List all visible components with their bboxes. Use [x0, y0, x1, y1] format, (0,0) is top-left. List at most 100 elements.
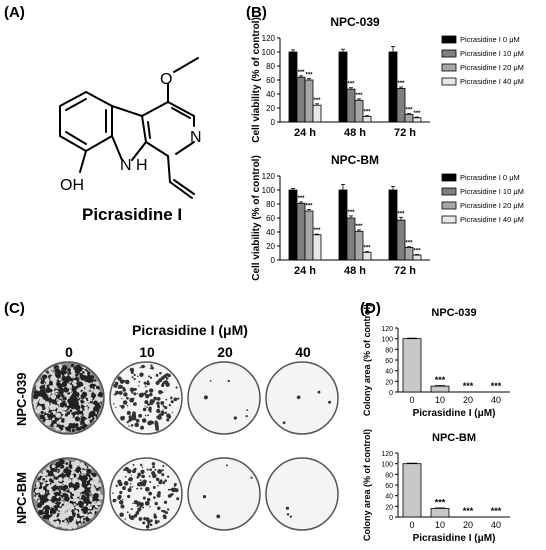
colony-dot	[49, 514, 52, 518]
colony-dot	[118, 384, 120, 387]
colony-dot	[74, 404, 81, 411]
colony-dot	[34, 488, 40, 494]
colony-dot	[90, 487, 96, 493]
colony-dot	[161, 469, 164, 472]
colony-dot	[117, 376, 122, 381]
colony-dot	[69, 500, 73, 504]
colony-dot	[160, 509, 164, 512]
colony-dot	[61, 410, 66, 415]
panel-label-a: (A)	[4, 4, 25, 21]
legend-swatch	[441, 215, 457, 224]
colony-dot	[146, 468, 149, 471]
colony-dot	[68, 478, 72, 483]
colony-dot	[147, 414, 149, 417]
colony-dot	[79, 476, 83, 480]
colony-dot	[158, 390, 163, 395]
colony-dot	[156, 401, 160, 406]
colony-dot	[87, 372, 91, 376]
colony-dot	[170, 396, 173, 400]
colony-dot	[47, 494, 53, 500]
colony-dot	[144, 385, 147, 388]
colony-dot	[117, 479, 122, 484]
colony-dot	[86, 492, 90, 496]
colony-dot	[82, 381, 86, 385]
colony-dot	[142, 479, 147, 484]
colony-dot	[80, 393, 86, 400]
bar	[402, 463, 422, 518]
colony-dot	[149, 403, 151, 406]
colony-dot	[93, 478, 97, 482]
colony-dot	[130, 508, 133, 511]
colony-dot	[133, 392, 137, 396]
colony-dot	[136, 393, 139, 395]
colony-dot	[137, 375, 139, 378]
colony-dot	[118, 390, 123, 395]
colony-dot	[282, 421, 286, 425]
y-tick-label: 40	[385, 494, 393, 501]
colony-dot	[95, 487, 99, 491]
colony-dot	[169, 493, 173, 497]
colony-dot	[165, 398, 168, 401]
colony-dot	[139, 463, 143, 467]
colony-dot	[69, 487, 75, 493]
colony-dot	[66, 383, 71, 389]
colony-dot	[120, 404, 125, 409]
bar	[346, 217, 356, 261]
colony-dot	[144, 405, 146, 407]
colony-dot	[83, 480, 86, 484]
colony-dot	[50, 375, 55, 381]
colony-dot	[149, 505, 151, 508]
colony-dot	[160, 401, 165, 405]
colony-dot	[132, 463, 135, 466]
colony-dot	[79, 511, 84, 517]
colony-dot	[34, 497, 38, 500]
atom-n-pyridine: N	[190, 129, 202, 146]
colony-dot	[122, 486, 126, 490]
bar	[362, 116, 372, 123]
colony-dot	[138, 413, 143, 418]
colony-dot	[34, 494, 37, 497]
colony-dot	[147, 421, 149, 424]
colony-dot	[56, 417, 60, 421]
colony-dot	[70, 422, 76, 429]
legend-label: Picrasidine I 10 μM	[460, 49, 524, 58]
colony-dot	[44, 378, 50, 383]
colony-dot	[63, 421, 69, 427]
y-tick-label: 20	[385, 504, 393, 511]
colony-dot	[59, 507, 66, 514]
colony-dot	[78, 486, 84, 493]
colony-dot	[289, 515, 293, 518]
colony-dot	[84, 375, 88, 380]
colony-dot	[159, 379, 161, 382]
colony-dot	[166, 475, 170, 478]
significance-label: ***	[297, 196, 305, 202]
colony-dot	[147, 523, 150, 526]
colony-dot	[170, 400, 174, 404]
colony-dot	[145, 524, 150, 529]
colony-dot	[82, 521, 85, 524]
colony-dot	[83, 398, 87, 402]
significance-label: ***	[363, 110, 371, 116]
colony-dot	[59, 402, 65, 408]
colony-dot	[88, 411, 95, 418]
colony-dot	[62, 512, 68, 518]
legend-swatch	[441, 77, 457, 86]
colony-dot	[87, 396, 93, 402]
colony-dot	[129, 486, 132, 489]
colony-dot	[142, 521, 146, 525]
dish	[265, 361, 339, 435]
colony-dot	[129, 513, 131, 516]
significance-label: ***	[463, 381, 474, 391]
colony-dot	[121, 398, 123, 400]
colony-dot	[43, 471, 48, 476]
colony-dot	[149, 388, 154, 393]
bar	[388, 51, 398, 123]
colony-dot	[72, 498, 77, 502]
legend-swatch	[441, 187, 457, 196]
colony-dot	[86, 468, 92, 474]
colony-dot	[246, 409, 249, 411]
colony-dot	[61, 364, 68, 371]
colony-dot	[73, 366, 77, 370]
colony-dot	[45, 417, 48, 420]
colony-dot	[123, 481, 129, 486]
